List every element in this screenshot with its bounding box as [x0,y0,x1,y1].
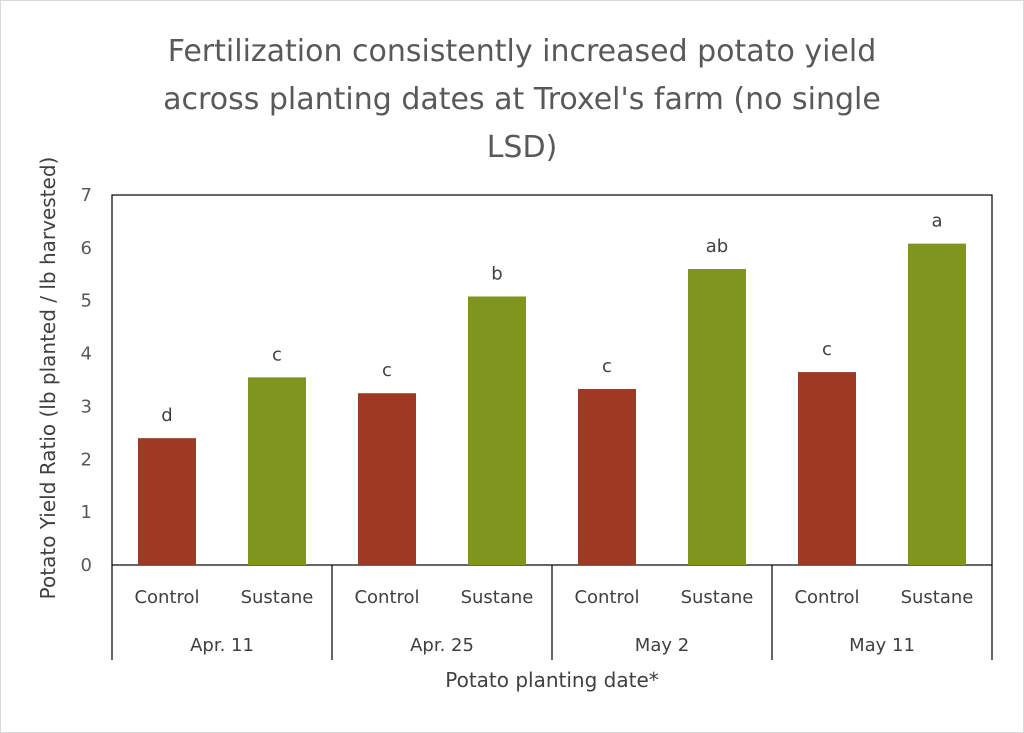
category-label: Control [574,587,639,608]
bar-data-label: c [822,339,832,360]
category-label: Control [354,587,419,608]
category-label: Sustane [681,587,754,608]
bar-sustane [688,269,746,565]
bar-control [358,393,416,565]
category-label: Sustane [461,587,534,608]
category-label: Sustane [241,587,314,608]
chart-title: Fertilization consistently increased pot… [163,34,881,165]
bar-data-label: c [272,344,282,365]
y-tick-label: 7 [81,185,92,206]
y-tick-label: 4 [81,344,92,365]
bar-data-label: d [161,405,172,426]
bar-data-label: ab [706,236,728,257]
plot-area [111,194,993,566]
y-tick-label: 5 [81,291,92,312]
y-tick-label: 2 [81,449,92,470]
x-axis-title: Potato planting date* [445,668,659,692]
category-label: Control [134,587,199,608]
y-tick-label: 1 [81,502,92,523]
bar-sustane [908,243,966,565]
bar-data-label: b [491,263,502,284]
category-label: Control [794,587,859,608]
bar-control [798,372,856,565]
bar-sustane [468,296,526,565]
bar-data-label: c [382,360,392,381]
bar-sustane [248,377,306,565]
bar-data-label: c [602,356,612,377]
bar-control [138,438,196,565]
y-tick-label: 3 [81,396,92,417]
group-label: Apr. 11 [190,635,254,656]
group-label: May 2 [635,635,689,656]
group-label: Apr. 25 [410,635,474,656]
y-tick-label: 0 [81,555,92,576]
category-label: Sustane [901,587,974,608]
group-label: May 11 [849,635,915,656]
bar-data-label: a [931,211,942,232]
y-tick-label: 6 [81,238,92,259]
bar-control [578,388,636,565]
